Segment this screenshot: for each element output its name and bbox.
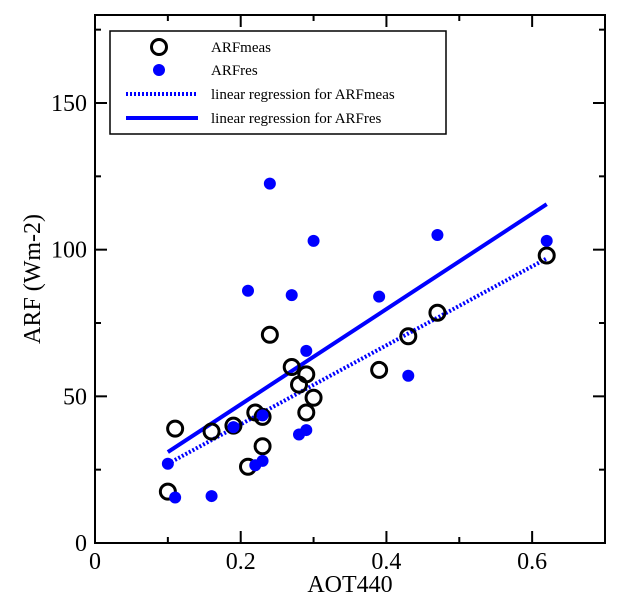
arfmeas-point [282,358,301,376]
y-tick-label: 150 [51,91,87,117]
arfmeas-point [297,403,316,422]
x-axis-label: AOT440 [307,572,392,598]
arfmeas-point [428,303,447,322]
plot-frame [94,14,606,544]
arfres-point [373,290,386,303]
arfres-point [161,457,174,470]
legend-entry-label: linear regression for ARFmeas [211,87,395,103]
y-axis-label: ARF (Wm-2) [20,214,46,344]
arfmeas-point [399,327,418,346]
arfmeas-point [202,422,221,441]
arfres-point [256,409,269,422]
linear-regression-for-arfres-line [166,202,548,454]
y-tick-label: 50 [63,384,87,410]
linear-regression-for-arfmeas-line [166,256,548,466]
arfres-point [227,421,240,434]
arfmeas-point [253,437,272,456]
arfmeas-point [166,419,185,438]
legend-entry-label: ARFmeas [211,40,271,56]
arfmeas-point [224,416,243,435]
arfres-point [242,284,254,297]
plot-marks [158,177,556,504]
arfres-point [540,234,553,247]
arfmeas-point [304,388,323,407]
x-tick-label: 0.4 [371,549,401,575]
arfmeas-point [297,365,316,384]
arfres-point [307,234,320,247]
axis-ticks: 0 0.2 0.4 0.6 0 50 100 150 [51,15,605,575]
legend-arfres-marker [153,64,165,76]
arfres-point [263,177,276,190]
y-tick-label: 100 [51,238,87,264]
arfmeas-point [260,325,279,344]
x-tick-label: 0.6 [517,549,547,575]
legend: ARFmeas ARFres linear regression for ARFme… [109,30,447,135]
legend-entry-label: linear regression for ARFres [211,111,382,127]
arfres-point [300,344,313,357]
arfres-point [300,424,313,437]
x-tick-label: 0 [89,549,101,575]
x-tick-label: 0.2 [226,549,256,575]
arfres-point [256,454,269,467]
arfmeas-point [537,246,556,265]
arfres-point [431,229,444,241]
arfmeas-point [253,407,272,426]
legend-entry-label: ARFres [211,63,258,79]
arfres-point [169,491,182,504]
arfmeas-point [370,360,389,379]
legend-arfmeas-marker [150,38,168,56]
y-tick-label: 0 [75,531,87,557]
arfres-point [402,369,415,382]
arfres-point [285,289,298,302]
arfres-point [205,490,218,503]
